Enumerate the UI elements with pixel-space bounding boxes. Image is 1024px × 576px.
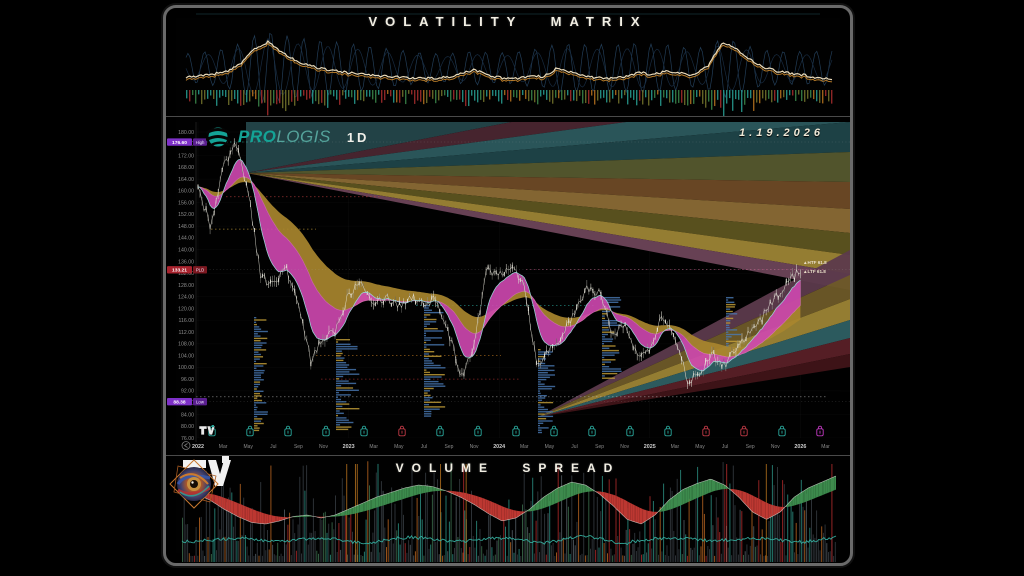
- event-marker-icon[interactable]: [626, 425, 634, 437]
- plot-area: [196, 122, 850, 438]
- price-chart-canvas[interactable]: 180.00176.00172.00168.00164.00160.00156.…: [166, 117, 850, 456]
- fib-annotation: ▲LTF 61.8: [803, 269, 826, 274]
- price-axis-label: 140.00: [178, 247, 194, 253]
- svg-text:Low: Low: [196, 399, 205, 404]
- svg-text:176.60: 176.60: [172, 140, 187, 146]
- price-axis-label: 180.00: [178, 130, 194, 136]
- time-axis-label: Mar: [821, 444, 830, 450]
- time-axis-label: May: [545, 444, 555, 450]
- event-marker-icon[interactable]: [550, 425, 558, 437]
- price-axis-label: 92.00: [181, 389, 194, 395]
- event-marker-icon[interactable]: [360, 425, 368, 437]
- ticker-name-pro: PRO: [238, 127, 277, 146]
- volatility-matrix-chart[interactable]: [166, 8, 850, 116]
- time-axis-label: May: [695, 444, 705, 450]
- time-axis-label: 2022: [192, 444, 204, 450]
- price-axis-label: 108.00: [178, 342, 194, 348]
- time-axis-label: Nov: [620, 444, 629, 450]
- time-axis-label: 2025: [644, 444, 656, 450]
- price-axis-label: 168.00: [178, 165, 194, 171]
- price-axis-label: 160.00: [178, 189, 194, 195]
- time-axis-label: 2023: [343, 444, 355, 450]
- time-axis-label: Jul: [722, 444, 728, 450]
- price-axis-label: 84.00: [181, 412, 194, 418]
- event-marker-icon[interactable]: [246, 425, 254, 437]
- fib-annotation: ▲HTF 61.8: [803, 260, 827, 265]
- volume-spread-title: VOLUME SPREAD: [395, 461, 621, 475]
- time-axis-label: May: [394, 444, 404, 450]
- price-axis-label: 100.00: [178, 365, 194, 371]
- symbol-header: PROLOGIS 1D: [206, 124, 369, 150]
- time-axis-label: Mar: [520, 444, 529, 450]
- svg-text:High: High: [196, 140, 205, 145]
- event-marker-icon[interactable]: [740, 425, 748, 437]
- event-marker-icon[interactable]: [702, 425, 710, 437]
- price-tag-high: 176.60 High: [167, 138, 207, 146]
- time-axis-label: Mar: [219, 444, 228, 450]
- time-axis-label: Sep: [294, 444, 303, 450]
- axis-collapse-button[interactable]: [181, 441, 191, 450]
- svg-text:88.38: 88.38: [173, 399, 186, 405]
- time-axis-label: Mar: [671, 444, 680, 450]
- main-price-panel: 180.00176.00172.00168.00164.00160.00156.…: [166, 116, 850, 456]
- time-axis-label: 2026: [794, 444, 806, 450]
- volume-spread-panel: VOLUME SPREAD: [166, 455, 850, 564]
- event-marker-icon[interactable]: [436, 425, 444, 437]
- event-marker-icon[interactable]: [398, 425, 406, 437]
- event-marker-icon[interactable]: [778, 425, 786, 437]
- chart-frame: VOLATILITY MATRIX 180.00176.00172.00168.…: [163, 5, 853, 566]
- price-axis-label: 104.00: [178, 353, 194, 359]
- time-axis-label: Sep: [445, 444, 454, 450]
- time-axis-label: Sep: [595, 444, 604, 450]
- time-axis-label: Nov: [771, 444, 780, 450]
- price-axis-label: 128.00: [178, 283, 194, 289]
- price-axis-label: 120.00: [178, 306, 194, 312]
- time-axis-label: Jul: [421, 444, 427, 450]
- price-axis-label: 144.00: [178, 236, 194, 242]
- eye-logo: [169, 459, 219, 509]
- time-axis-label: Jul: [571, 444, 577, 450]
- price-axis-label: 172.00: [178, 153, 194, 159]
- volume-spread-chart[interactable]: [166, 456, 850, 564]
- event-marker-icon[interactable]: [816, 425, 824, 437]
- price-axis-label: 148.00: [178, 224, 194, 230]
- price-axis-label: 164.00: [178, 177, 194, 183]
- time-axis-label: Nov: [319, 444, 328, 450]
- svg-text:133.21: 133.21: [172, 268, 187, 274]
- time-axis-label: 2024: [493, 444, 505, 450]
- time-axis-label: Jul: [270, 444, 276, 450]
- price-axis-label: 136.00: [178, 259, 194, 265]
- svg-text:PLD: PLD: [196, 267, 204, 272]
- event-marker-icon[interactable]: [322, 425, 330, 437]
- tradingview-watermark: [199, 425, 215, 435]
- timeframe-label[interactable]: 1D: [346, 129, 370, 145]
- price-axis-label: 76.00: [181, 436, 194, 442]
- date-label: 1.19.2026: [739, 127, 824, 139]
- time-axis-label: May: [243, 444, 253, 450]
- ticker-name[interactable]: PROLOGIS: [238, 127, 331, 147]
- price-axis-label: 132.00: [178, 271, 194, 277]
- event-marker-icon[interactable]: [512, 425, 520, 437]
- price-axis-label: 156.00: [178, 200, 194, 206]
- price-axis-label: 80.00: [181, 424, 194, 430]
- price-axis-label: 96.00: [181, 377, 194, 383]
- event-marker-icon[interactable]: [664, 425, 672, 437]
- time-axis-label: Sep: [746, 444, 755, 450]
- event-marker-icon[interactable]: [284, 425, 292, 437]
- price-tag-low: 88.38 Low: [167, 397, 207, 405]
- price-axis-label: 124.00: [178, 295, 194, 301]
- time-axis-label: Nov: [470, 444, 479, 450]
- event-marker-icon[interactable]: [588, 425, 596, 437]
- volatility-matrix-title: VOLATILITY MATRIX: [368, 14, 648, 29]
- prologis-globe-icon: [206, 126, 230, 148]
- time-axis-label: Mar: [369, 444, 378, 450]
- volatility-matrix-panel: VOLATILITY MATRIX: [166, 8, 850, 116]
- price-tag-last: 133.21 PLD: [167, 266, 207, 274]
- price-axis-label: 152.00: [178, 212, 194, 218]
- price-axis-label: 112.00: [179, 330, 195, 336]
- event-marker-icon[interactable]: [474, 425, 482, 437]
- price-axis-label: 116.00: [179, 318, 195, 324]
- ticker-name-logis: LOGIS: [276, 127, 331, 146]
